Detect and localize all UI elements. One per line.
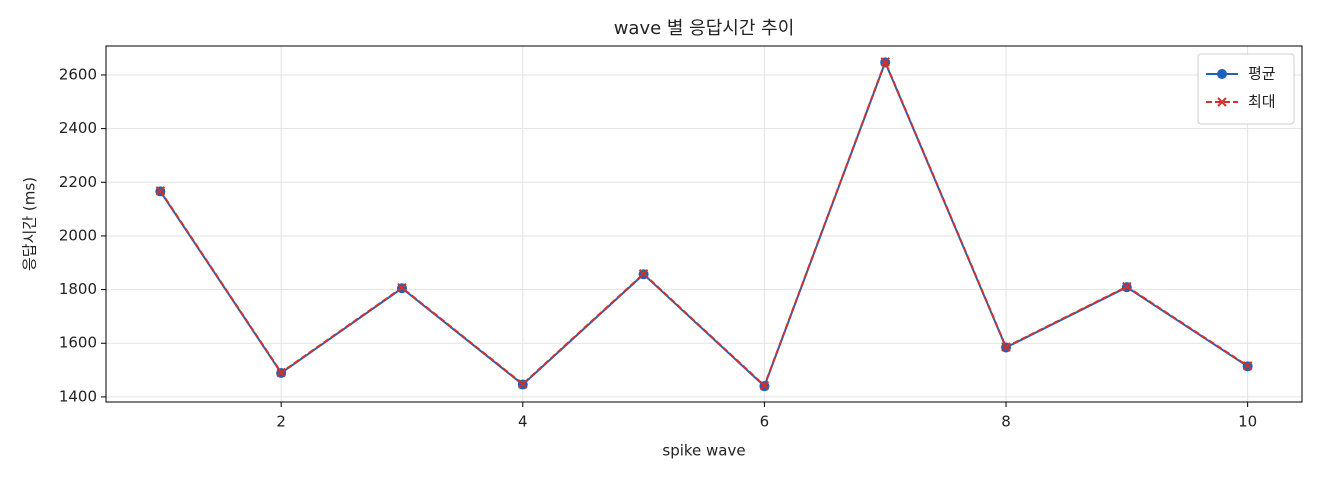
y-tick-label: 2600 [59,65,97,83]
y-tick-label: 2000 [59,226,97,244]
x-axis-label: spike wave [662,442,745,460]
point [1122,281,1132,292]
legend-marker [1217,69,1227,79]
series-line [159,59,1249,388]
legend-box [1197,53,1295,125]
legend-label: 평균 [1248,65,1276,83]
point [759,380,770,391]
plot-frame [105,45,1303,403]
legend-label: 최대 [1248,93,1276,111]
x-tick-label: 6 [760,413,770,431]
point [518,379,528,389]
x-tick-label: 4 [518,413,528,431]
point [155,186,166,196]
chart-title: wave 별 응답시간 추이 [614,18,795,39]
point [1001,342,1011,352]
y-axis-label: 응답시간 (ms) [21,177,39,271]
x-tick-label: 8 [1001,413,1011,431]
y-tick-label: 2200 [59,173,97,191]
x-tick-label: 10 [1238,413,1257,431]
y-tick-label: 1800 [59,280,97,298]
point [880,57,890,67]
legend-marker [1217,97,1227,107]
point [276,367,286,378]
x-tick-label: 2 [276,413,286,431]
series-line [159,59,1249,388]
point [638,269,649,279]
y-tick-label: 2400 [59,119,97,137]
point [1242,361,1253,371]
y-tick-label: 1600 [59,334,97,352]
y-tick-label: 1400 [59,387,97,405]
point [397,283,407,293]
